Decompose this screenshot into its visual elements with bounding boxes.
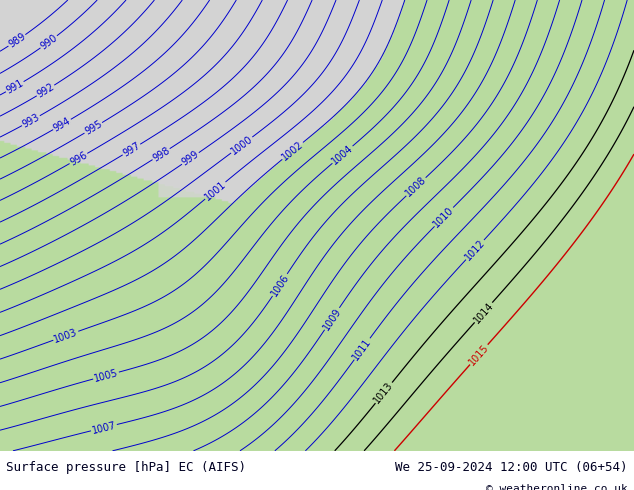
Text: 991: 991 — [4, 78, 25, 96]
Text: 1002: 1002 — [280, 139, 306, 163]
Text: © weatheronline.co.uk: © weatheronline.co.uk — [486, 484, 628, 490]
Text: 1005: 1005 — [93, 368, 119, 384]
Text: 992: 992 — [35, 81, 56, 99]
Text: 1000: 1000 — [229, 134, 254, 156]
Text: 1012: 1012 — [463, 237, 487, 262]
Text: 1010: 1010 — [432, 205, 456, 229]
Text: 993: 993 — [20, 112, 41, 129]
Text: 1008: 1008 — [404, 175, 429, 199]
Text: 998: 998 — [151, 145, 172, 163]
Text: 1003: 1003 — [53, 327, 79, 344]
Text: 1013: 1013 — [372, 380, 396, 406]
Text: 990: 990 — [39, 32, 59, 51]
Text: 1011: 1011 — [351, 336, 373, 362]
Text: 989: 989 — [6, 31, 27, 49]
Text: 995: 995 — [83, 119, 104, 137]
Text: 1006: 1006 — [269, 272, 291, 298]
Text: 1007: 1007 — [91, 420, 117, 436]
Text: 1009: 1009 — [321, 306, 343, 332]
Text: We 25-09-2024 12:00 UTC (06+54): We 25-09-2024 12:00 UTC (06+54) — [395, 461, 628, 474]
Text: 1004: 1004 — [330, 143, 355, 167]
Text: Surface pressure [hPa] EC (AIFS): Surface pressure [hPa] EC (AIFS) — [6, 461, 247, 474]
Text: 1015: 1015 — [467, 342, 491, 367]
Text: 1001: 1001 — [203, 179, 228, 202]
Text: 994: 994 — [51, 116, 72, 133]
Text: 999: 999 — [180, 149, 201, 168]
Text: 996: 996 — [68, 149, 89, 168]
Text: 1014: 1014 — [472, 300, 495, 325]
Text: 997: 997 — [121, 141, 142, 159]
